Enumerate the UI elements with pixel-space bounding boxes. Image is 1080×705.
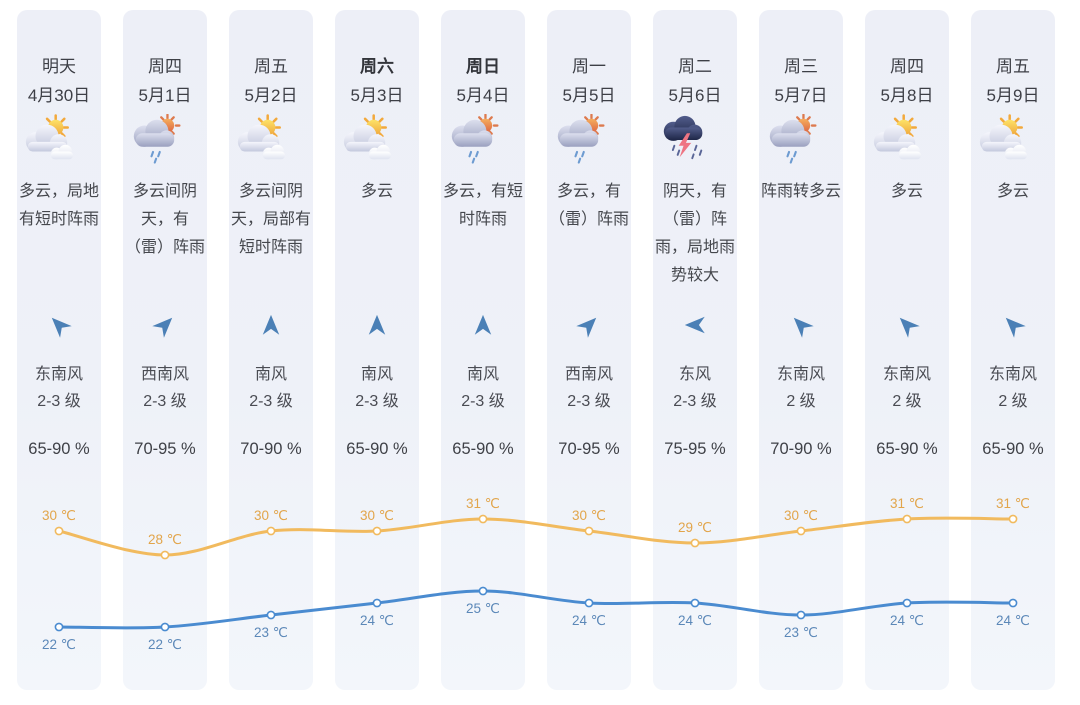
date-label: 5月6日 — [668, 86, 722, 105]
wind-arrow-icon — [653, 312, 737, 343]
humidity-range: 65-90 % — [28, 440, 90, 458]
forecast-column: 周六 5月3日 多云 南风 2-3 级 65-90 % — [335, 10, 419, 690]
forecast-column: 明天 4月30日 多云，局地有短时阵雨 东南风 2-3 级 65-90 % — [17, 10, 101, 690]
day-label: 周一 — [572, 57, 606, 76]
day-label: 周五 — [254, 57, 288, 76]
forecast-column: 周日 5月4日 多云，有短时阵雨 南风 2-3 级 65-90 % — [441, 10, 525, 690]
humidity-range: 65-90 % — [982, 440, 1044, 458]
humidity-range: 65-90 % — [346, 440, 408, 458]
wind-level: 2-3 级 — [355, 393, 399, 410]
humidity-range: 70-90 % — [240, 440, 302, 458]
sun-rain-icon — [759, 114, 843, 164]
day-label: 周五 — [996, 57, 1030, 76]
day-label: 周日 — [466, 57, 500, 76]
weather-description: 多云，有短时阵雨 — [442, 183, 523, 228]
date-label: 5月3日 — [350, 86, 404, 105]
sun-cloud-icon — [335, 114, 419, 164]
wind-arrow-icon — [865, 312, 949, 343]
date-label: 5月2日 — [244, 86, 298, 105]
sun-cloud-icon — [229, 114, 313, 164]
weather-description: 多云 — [996, 183, 1029, 200]
humidity-range: 65-90 % — [876, 440, 938, 458]
weather-description: 多云，有（雷）阵雨 — [548, 183, 629, 228]
day-label: 周三 — [784, 57, 818, 76]
forecast-column: 周四 5月1日 多云间阴天，有（雷）阵雨 西南风 2-3 级 70-95 % — [123, 10, 207, 690]
date-label: 5月7日 — [774, 86, 828, 105]
wind-level: 2-3 级 — [249, 393, 293, 410]
wind-direction: 西南风 — [140, 366, 189, 383]
wind-arrow-icon — [759, 312, 843, 343]
forecast-column: 周五 5月2日 多云间阴天，局部有短时阵雨 南风 2-3 级 70-90 % — [229, 10, 313, 690]
wind-direction: 东南风 — [988, 366, 1037, 383]
wind-direction: 东南风 — [882, 366, 931, 383]
date-label: 5月8日 — [880, 86, 934, 105]
sun-cloud-icon — [971, 114, 1055, 164]
wind-level: 2-3 级 — [567, 393, 611, 410]
wind-direction: 南风 — [360, 366, 393, 383]
sun-rain-icon — [123, 114, 207, 164]
date-label: 5月1日 — [138, 86, 192, 105]
date-label: 5月9日 — [986, 86, 1040, 105]
wind-direction: 东南风 — [34, 366, 83, 383]
humidity-range: 65-90 % — [452, 440, 514, 458]
day-label: 周二 — [678, 57, 712, 76]
wind-arrow-icon — [971, 312, 1055, 343]
day-label: 周四 — [890, 57, 924, 76]
thunder-icon — [653, 114, 737, 164]
day-label: 周四 — [148, 57, 182, 76]
wind-level: 2-3 级 — [143, 393, 187, 410]
weather-description: 阵雨转多云 — [760, 183, 841, 200]
wind-level: 2-3 级 — [673, 393, 717, 410]
weather-description: 多云间阴天，有（雷）阵雨 — [124, 183, 205, 256]
wind-direction: 东风 — [678, 366, 711, 383]
sun-rain-icon — [547, 114, 631, 164]
day-label: 明天 — [42, 57, 76, 76]
wind-level: 2-3 级 — [37, 393, 81, 410]
date-label: 5月4日 — [456, 86, 510, 105]
weather-description: 阴天，有（雷）阵雨，局地雨势较大 — [654, 183, 735, 284]
sun-cloud-icon — [865, 114, 949, 164]
humidity-range: 70-95 % — [134, 440, 196, 458]
forecast-column: 周四 5月8日 多云 东南风 2 级 65-90 % — [865, 10, 949, 690]
wind-arrow-icon — [17, 312, 101, 343]
weather-description: 多云，局地有短时阵雨 — [18, 183, 99, 228]
wind-direction: 西南风 — [564, 366, 613, 383]
wind-direction: 东南风 — [776, 366, 825, 383]
sun-cloud-icon — [17, 114, 101, 164]
forecast-column: 周三 5月7日 阵雨转多云 东南风 2 级 70-90 % — [759, 10, 843, 690]
weather-description: 多云 — [360, 183, 393, 200]
weather-description: 多云 — [890, 183, 923, 200]
wind-arrow-icon — [547, 312, 631, 343]
humidity-range: 70-90 % — [770, 440, 832, 458]
sun-rain-icon — [441, 114, 525, 164]
wind-arrow-icon — [123, 312, 207, 343]
weather-description: 多云间阴天，局部有短时阵雨 — [230, 183, 311, 256]
humidity-range: 70-95 % — [558, 440, 620, 458]
forecast-columns: 明天 4月30日 多云，局地有短时阵雨 东南风 2-3 级 65-90 % 周四… — [17, 10, 1055, 690]
day-label: 周六 — [360, 57, 394, 76]
forecast-column: 周二 5月6日 阴天，有（雷）阵雨，局地雨势较大 东风 2-3 级 75-95 … — [653, 10, 737, 690]
wind-level: 2 级 — [786, 393, 816, 410]
forecast-column: 周五 5月9日 多云 东南风 2 级 65-90 % — [971, 10, 1055, 690]
wind-level: 2 级 — [892, 393, 922, 410]
humidity-range: 75-95 % — [664, 440, 726, 458]
wind-arrow-icon — [229, 312, 313, 343]
wind-level: 2 级 — [998, 393, 1028, 410]
wind-direction: 南风 — [254, 366, 287, 383]
date-label: 5月5日 — [562, 86, 616, 105]
wind-level: 2-3 级 — [461, 393, 505, 410]
wind-direction: 南风 — [466, 366, 499, 383]
date-label: 4月30日 — [27, 86, 91, 105]
wind-arrow-icon — [441, 312, 525, 343]
wind-arrow-icon — [335, 312, 419, 343]
forecast-column: 周一 5月5日 多云，有（雷）阵雨 西南风 2-3 级 70-95 % — [547, 10, 631, 690]
